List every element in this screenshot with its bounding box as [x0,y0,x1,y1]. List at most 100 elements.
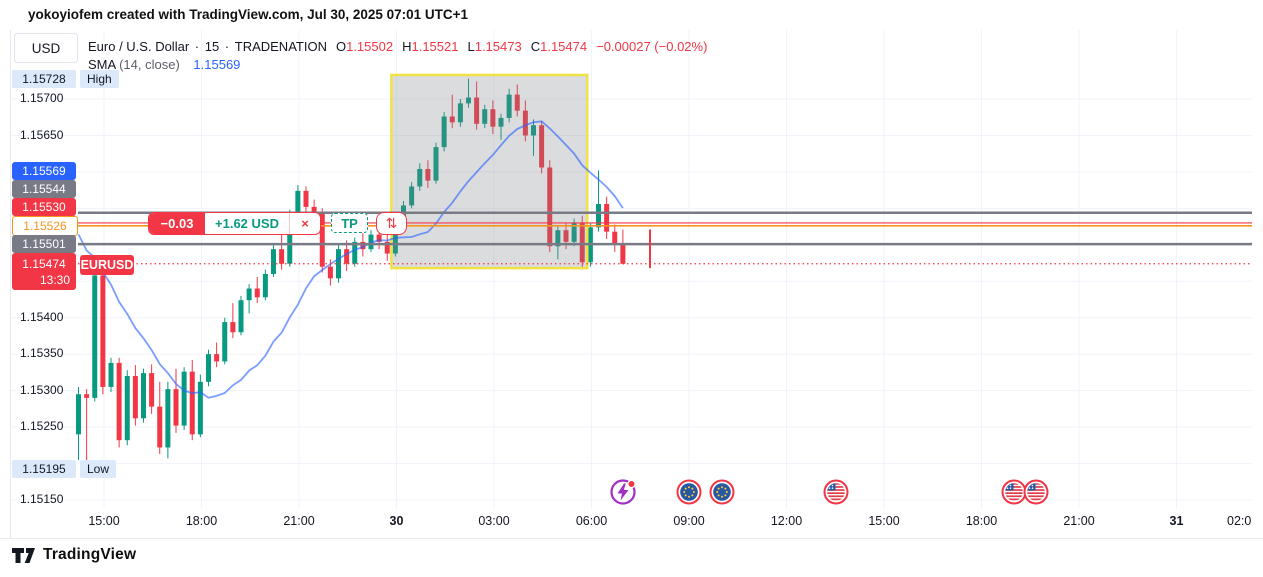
time-tick[interactable]: 06:00 [575,514,608,528]
last-price-label[interactable]: 1.15474 13:30 [12,253,76,290]
candle [222,322,228,362]
candle [336,249,341,279]
reverse-position-button[interactable]: ⇅ [376,212,407,235]
price-tick: 1.15350 [20,346,64,361]
candle [449,116,455,123]
indicator-name: SMA [88,57,116,72]
price-tick: 1.15150 [20,492,64,507]
candle [173,389,179,426]
high-price-label: 1.15728 [12,70,76,88]
price-label-gray[interactable]: 1.15501 [12,234,76,253]
indicator-value: 1.15569 [193,57,241,72]
symbol-legend[interactable]: Euro / U.S. Dollar · 15 · TRADENATION O1.… [88,39,708,54]
bar-countdown: 13:30 [39,272,70,287]
candle [319,212,325,267]
candle [246,288,252,301]
high-tag: High [80,70,119,88]
candle [522,110,528,136]
symbol-price-tag: EURUSD [80,255,134,275]
candle [262,273,268,298]
highlight-box[interactable] [390,73,589,270]
candle [214,354,220,362]
time-tick-clipped[interactable]: 02:0 [1227,514,1252,528]
take-profit-button[interactable]: TP [331,213,368,233]
candle [384,241,390,254]
time-tick[interactable]: 12:00 [770,514,803,528]
price-tick: 1.15300 [20,382,64,397]
candle [531,125,536,136]
candle [206,354,211,382]
candle [482,109,488,124]
candle [604,203,610,232]
price-label-gray[interactable]: 1.15544 [12,180,76,198]
price-label-blue[interactable]: 1.15569 [12,162,76,180]
candle [441,116,447,148]
change-value: −0.00027 (−0.02%) [596,39,708,54]
candle [579,222,585,263]
candle [100,275,106,387]
ohlc-key: L [467,39,475,54]
candle [254,288,260,298]
us-flag-event-icon[interactable] [1023,479,1049,505]
position-widget[interactable]: −0.03 +1.62 USD × [148,212,321,235]
candle [425,168,431,181]
candle [116,362,122,441]
indicator-params: (14, close) [119,57,180,72]
candle [295,190,301,215]
us-flag-event-icon[interactable] [1001,479,1027,505]
candle [327,266,333,279]
price-scale-border [10,30,11,538]
watermark-text: yokoyiofem created with TradingView.com,… [28,7,469,22]
close-position-button[interactable]: × [301,216,309,231]
low-price-label: 1.15195 [12,460,76,478]
eu-flag-event-icon[interactable] [709,479,735,505]
candle [360,241,366,250]
candle [344,249,350,264]
time-tick[interactable]: 18:00 [965,514,998,528]
time-tick[interactable]: 31 [1169,514,1184,528]
candle [498,117,504,127]
candle [547,167,553,247]
candle [165,389,171,448]
candle [596,203,601,228]
exchange-label[interactable]: TRADENATION [234,39,327,54]
time-tick[interactable]: 09:00 [673,514,705,528]
time-tick[interactable]: 03:00 [478,514,510,528]
ohlc-value: 1.15473 [474,39,522,54]
price-label-red[interactable]: 1.15530 [12,198,76,216]
candle [457,103,463,123]
candle [539,125,545,168]
time-tick[interactable]: 30 [389,514,404,528]
sma-line[interactable] [77,120,624,399]
tradingview-logo[interactable]: TradingView [12,546,136,564]
candle [620,243,626,264]
candle [376,234,382,242]
candle [612,231,618,245]
flash-event-icon[interactable] [610,479,636,505]
currency-selector[interactable]: USD [14,33,78,63]
time-tick[interactable]: 18:00 [185,514,218,528]
eu-flag-event-icon[interactable] [676,479,702,505]
interval-label[interactable]: 15 [204,39,220,54]
candle [474,97,480,124]
candle [311,206,317,213]
price-tick: 1.15700 [20,91,64,105]
candle [157,406,163,448]
ohlc-values: O1.15502 H1.15521 L1.15473 C1.15474 [327,39,587,54]
time-tick[interactable]: 21:00 [283,514,315,528]
candle [124,376,130,441]
ohlc-key: C [530,39,541,54]
time-tick[interactable]: 15:00 [88,514,120,528]
position-pnl-points: −0.03 [149,213,205,234]
candle [287,214,293,264]
candle [409,186,415,206]
time-tick[interactable]: 15:00 [868,514,900,528]
us-flag-event-icon[interactable] [823,479,849,505]
time-tick[interactable]: 21:00 [1063,514,1095,528]
candle [279,249,285,264]
symbol-title[interactable]: Euro / U.S. Dollar [88,39,190,54]
price-label-orange-outline[interactable]: 1.15526 [12,216,78,236]
indicator-legend[interactable]: SMA (14, close) 1.15569 [88,57,240,72]
